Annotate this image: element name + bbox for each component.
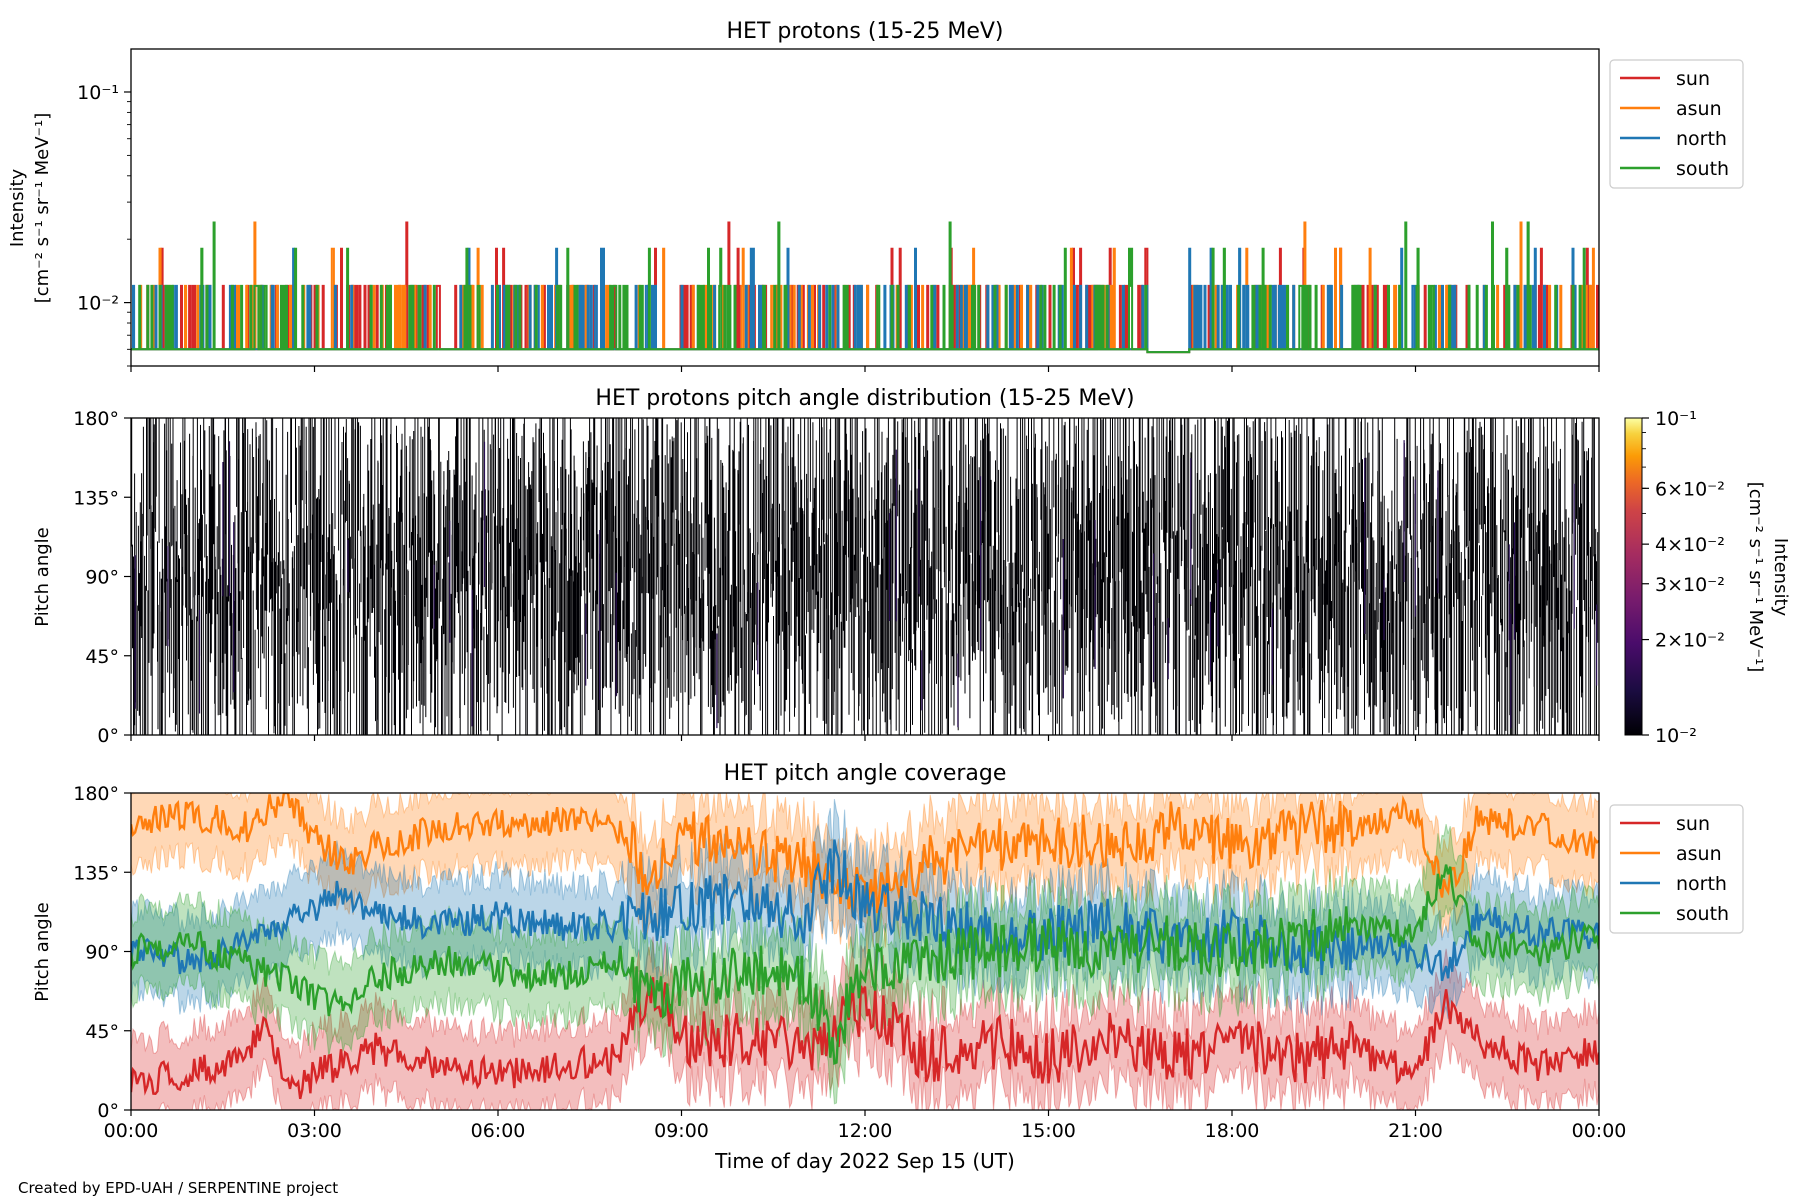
pad-heatmap	[131, 418, 1599, 735]
x-tick-label: 09:00	[654, 1120, 709, 1142]
y-tick-label: 10⁻²	[77, 293, 119, 315]
x-tick-label: 15:00	[1021, 1120, 1076, 1142]
legend-label-asun: asun	[1676, 843, 1722, 865]
intensity-panel: HET protons (15-25 MeV) 10⁻¹ 10⁻² Intensi…	[7, 19, 1744, 372]
legend-label-south: south	[1676, 903, 1729, 925]
y-tick-label: 0°	[97, 725, 119, 747]
y-tick-label: 135°	[73, 862, 119, 884]
coverage-line-south	[131, 864, 1599, 1065]
panel1-yaxis: 10⁻¹ 10⁻²	[77, 82, 131, 367]
colorbar-tick-label: 10⁻²	[1655, 725, 1697, 747]
legend-box	[1609, 59, 1744, 189]
panel3-yaxis: 0° 45° 90° 135° 180°	[73, 783, 131, 1122]
legend-box	[1609, 804, 1744, 934]
x-tick-label: 21:00	[1388, 1120, 1443, 1142]
y-tick-label: 90°	[85, 567, 119, 589]
panel3-legend: sun asun north south	[1609, 804, 1744, 934]
panel3-xaxis: 00:00 03:00 06:00 09:00 12:00 15:00 18:00 21:00…	[104, 1110, 1627, 1142]
panel1-legend: sun asun north south	[1609, 59, 1744, 189]
pad-panel: HET protons pitch angle distribution (15…	[32, 386, 1791, 747]
pad-heatmap-columns-highlight	[134, 440, 1598, 729]
colorbar-tick-label: 4×10⁻²	[1655, 534, 1725, 556]
panel1-ylabel-line1: Intensity	[7, 168, 28, 247]
coverage-line-asun	[131, 793, 1599, 918]
legend-label-north: north	[1676, 873, 1727, 895]
x-tick-label: 18:00	[1205, 1120, 1260, 1142]
footer-credit: Created by EPD-UAH / SERPENTINE project	[18, 1179, 338, 1197]
colorbar-label-line2: [cm⁻² s⁻¹ sr⁻¹ MeV⁻¹]	[1745, 482, 1766, 673]
panel1-xaxis	[130, 366, 1600, 372]
colorbar-label-line1: Intensity	[1770, 538, 1791, 617]
y-tick-label: 90°	[85, 942, 119, 964]
intensity-series-group	[131, 221, 1599, 354]
y-tick-label: 10⁻¹	[77, 82, 119, 104]
panel1-ylabel-line2: [cm⁻² s⁻¹ sr⁻¹ MeV⁻¹]	[32, 113, 53, 304]
y-tick-label: 45°	[85, 1021, 119, 1043]
legend-label-sun: sun	[1676, 813, 1710, 835]
colorbar-tick-label: 10⁻¹	[1655, 408, 1697, 430]
colorbar-tick-label: 3×10⁻²	[1655, 574, 1725, 596]
x-tick-label: 00:00	[104, 1120, 159, 1142]
y-tick-label: 45°	[85, 646, 119, 668]
coverage-panel: HET pitch angle coverage 0° 45° 90° 135° 180…	[32, 761, 1744, 1142]
series-line-south	[131, 221, 1599, 354]
y-tick-label: 180°	[73, 408, 119, 430]
coverage-line-sun	[131, 977, 1599, 1100]
x-tick-label: 03:00	[287, 1120, 342, 1142]
panel2-title: HET protons pitch angle distribution (15…	[595, 386, 1134, 411]
legend-label-north: north	[1676, 128, 1727, 150]
panel2-yaxis: 0° 45° 90° 135° 180°	[73, 408, 131, 747]
panel2-xaxis	[130, 735, 1600, 741]
pad-heatmap-columns	[131, 418, 1599, 735]
coverage-series-group	[131, 793, 1599, 1110]
panel2-ylabel: Pitch angle	[32, 527, 53, 626]
xaxis-label: Time of day 2022 Sep 15 (UT)	[714, 1149, 1015, 1173]
y-tick-label: 0°	[97, 1100, 119, 1122]
colorbar-tick-label: 2×10⁻²	[1655, 630, 1725, 652]
x-tick-label: 12:00	[838, 1120, 893, 1142]
y-tick-label: 180°	[73, 783, 119, 805]
panel3-title: HET pitch angle coverage	[724, 761, 1007, 786]
panel1-title: HET protons (15-25 MeV)	[727, 19, 1004, 44]
panel3-ylabel: Pitch angle	[32, 902, 53, 1001]
y-tick-label: 135°	[73, 487, 119, 509]
colorbar-ticks: 10⁻¹ 6×10⁻² 4×10⁻² 3×10⁻² 2×10⁻² 10⁻²	[1642, 408, 1725, 747]
legend-label-sun: sun	[1676, 68, 1710, 90]
legend-label-south: south	[1676, 158, 1729, 180]
legend-label-asun: asun	[1676, 98, 1722, 120]
coverage-line-north	[131, 839, 1599, 982]
colorbar	[1624, 417, 1643, 736]
x-tick-label: 06:00	[471, 1120, 526, 1142]
x-tick-label: 00:00	[1572, 1120, 1627, 1142]
colorbar-tick-label: 6×10⁻²	[1655, 478, 1725, 500]
